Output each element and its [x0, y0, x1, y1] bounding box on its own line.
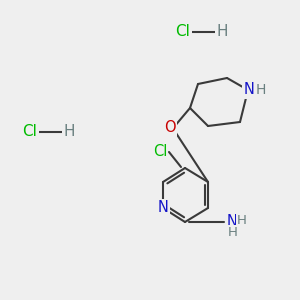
Text: H: H — [256, 83, 266, 97]
Text: N: N — [244, 82, 254, 98]
Text: O: O — [164, 121, 176, 136]
Text: H: H — [63, 124, 75, 140]
Text: H: H — [237, 214, 247, 227]
Text: Cl: Cl — [176, 25, 190, 40]
Text: Cl: Cl — [22, 124, 38, 140]
Text: H: H — [228, 226, 238, 239]
Text: H: H — [216, 25, 228, 40]
Text: Cl: Cl — [153, 145, 167, 160]
Text: N: N — [158, 200, 168, 215]
Text: N: N — [226, 214, 237, 230]
